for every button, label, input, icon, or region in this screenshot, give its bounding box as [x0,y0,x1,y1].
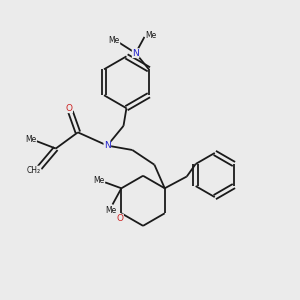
Text: Me: Me [145,31,157,40]
Text: Me: Me [109,36,120,45]
Text: N: N [104,141,111,150]
Text: O: O [116,214,123,223]
Text: N: N [132,49,139,58]
Text: Me: Me [105,206,117,215]
Text: O: O [65,104,73,113]
Text: CH₂: CH₂ [27,166,41,175]
Text: Me: Me [93,176,104,184]
Text: Me: Me [25,135,36,144]
